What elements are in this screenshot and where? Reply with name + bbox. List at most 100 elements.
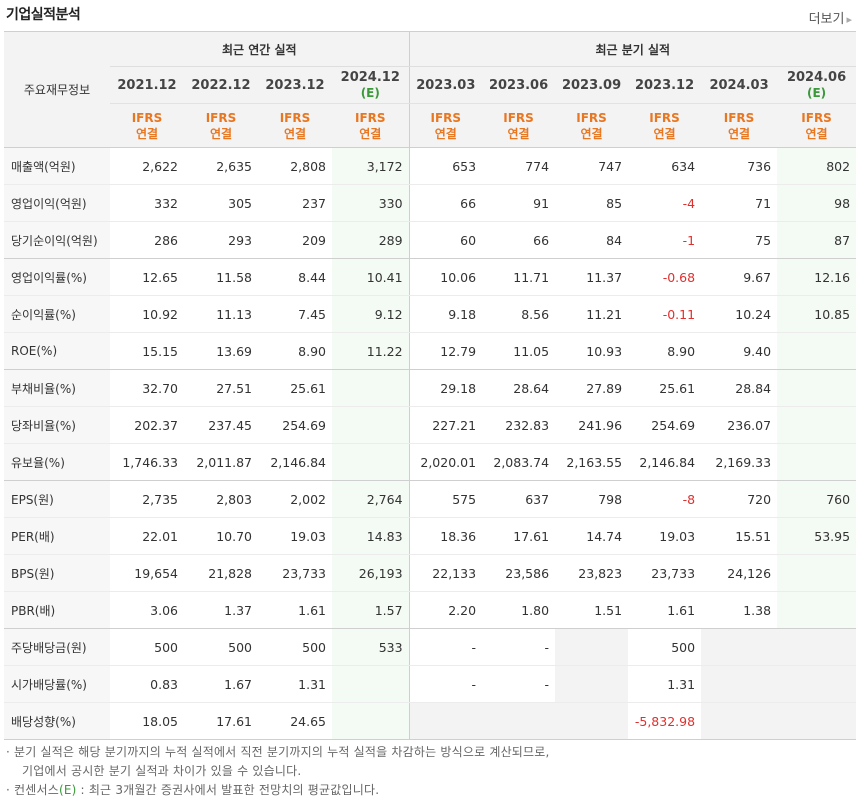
table-cell: 10.06: [409, 258, 483, 296]
table-cell: [332, 665, 410, 703]
ifrs-consolidated-label: IFRS 연결: [258, 103, 332, 148]
table-cell: 85: [555, 184, 629, 222]
table-cell: 66: [482, 221, 556, 259]
table-cell: 11.22: [332, 332, 410, 370]
ifrs-consolidated-label: IFRS 연결: [555, 103, 629, 148]
ifrs-text: IFRS: [205, 110, 237, 125]
table-cell: [777, 665, 857, 703]
table-row: BPS(원) 19,654 21,828 23,733 26,193 22,133 23,5…: [4, 554, 857, 592]
table-cell: -1: [628, 221, 702, 259]
table-cell: 8.90: [628, 332, 702, 370]
more-label[interactable]: 더보기: [808, 12, 845, 27]
table-cell: 32.70: [110, 369, 184, 407]
row-label: 영업이익률(%): [4, 258, 110, 296]
table-cell: -5,832.98: [628, 702, 702, 740]
table-cell: [701, 665, 778, 703]
more-link[interactable]: 더보기 ▸: [809, 8, 852, 27]
table-cell: 2,083.74: [482, 443, 556, 481]
period-label: 2023.12: [265, 77, 325, 93]
table-cell: 10.92: [110, 295, 184, 333]
table-cell: [332, 443, 410, 481]
table-cell: 15.51: [701, 517, 778, 555]
ifrs-consolidated-label: IFRS 연결: [701, 103, 778, 148]
period-header: 2023.12: [258, 66, 332, 104]
table-row: 유보율(%) 1,746.33 2,011.87 2,146.84 2,020.01 2,…: [4, 443, 857, 481]
table-row: 부채비율(%) 32.70 27.51 25.61 29.18 28.64 27.89 25.…: [4, 369, 857, 407]
table-cell: 202.37: [110, 406, 184, 444]
table-cell: 15.15: [110, 332, 184, 370]
estimate-mark: (E): [806, 85, 827, 100]
footnote-quarterly-cont: 기업에서 공시한 분기 실적과 차이가 있을 수 있습니다.: [6, 762, 856, 781]
table-cell: 798: [555, 480, 629, 518]
table-cell: 237.45: [184, 406, 258, 444]
period-label: 2024.03: [709, 77, 769, 93]
table-cell: 2,764: [332, 480, 410, 518]
table-cell: 2,635: [184, 147, 258, 185]
table-cell: [332, 369, 410, 407]
table-cell: -: [409, 628, 483, 666]
table-cell: 9.67: [701, 258, 778, 296]
footnote-line-2: 기업에서 공시한 분기 실적과 차이가 있을 수 있습니다.: [22, 764, 302, 778]
table-row: ROE(%) 15.15 13.69 8.90 11.22 12.79 11.05 10.93…: [4, 332, 857, 370]
ifrs-text: IFRS: [723, 110, 755, 125]
section-header: 기업실적분석 더보기 ▸: [0, 0, 858, 30]
table-cell: 289: [332, 221, 410, 259]
table-row: 영업이익률(%) 12.65 11.58 8.44 10.41 10.06 11.71 11.…: [4, 258, 857, 296]
ifrs-consolidated-label: IFRS 연결: [482, 103, 556, 148]
table-cell: 23,823: [555, 554, 629, 592]
table-cell: 14.83: [332, 517, 410, 555]
row-label: 부채비율(%): [4, 369, 110, 407]
footnotes: · 분기 실적은 해당 분기까지의 누적 실적에서 직전 분기까지의 누적 실적…: [6, 743, 856, 800]
row-label: 당좌비율(%): [4, 406, 110, 444]
table-cell: -4: [628, 184, 702, 222]
footnote-line-1: 분기 실적은 해당 분기까지의 누적 실적에서 직전 분기까지의 누적 실적을 …: [14, 745, 550, 759]
table-cell: 71: [701, 184, 778, 222]
row-label: 주당배당금(원): [4, 628, 110, 666]
footnote-consensus: · 컨센서스(E) : 최근 3개월간 증권사에서 발표한 전망치의 평균값입니…: [6, 783, 380, 797]
period-label: 2024.06: [786, 69, 847, 85]
ifrs-text: IFRS: [355, 110, 386, 125]
row-label: 당기순이익(억원): [4, 221, 110, 259]
table-cell: 9.40: [701, 332, 778, 370]
table-cell: 11.13: [184, 295, 258, 333]
table-cell: 84: [555, 221, 629, 259]
period-header: 2023.06: [482, 66, 556, 104]
table-cell: 12.65: [110, 258, 184, 296]
table-cell: 760: [777, 480, 857, 518]
table-cell: 286: [110, 221, 184, 259]
ifrs-text: IFRS: [430, 110, 462, 125]
table-cell: -: [482, 665, 556, 703]
table-row: 시가배당률(%) 0.83 1.67 1.31- -1.31: [4, 665, 857, 703]
table-row: 순이익률(%) 10.92 11.13 7.45 9.12 9.18 8.56 11.21 -0…: [4, 295, 857, 333]
period-label: 2023.12: [634, 77, 695, 93]
table-cell: 1.51: [555, 591, 629, 629]
table-cell: 18.05: [110, 702, 184, 740]
table-cell: 653: [409, 147, 483, 185]
consolidated-text: 연결: [135, 126, 159, 141]
consolidated-text: 연결: [209, 126, 233, 141]
row-label: 배당성향(%): [4, 702, 110, 740]
table-cell: [409, 702, 483, 740]
table-cell: 66: [409, 184, 483, 222]
table-cell: 87: [777, 221, 857, 259]
table-cell: 22.01: [110, 517, 184, 555]
table-cell: [777, 628, 857, 666]
period-label: 2021.12: [117, 77, 177, 93]
table-cell: 305: [184, 184, 258, 222]
table-cell: 10.24: [701, 295, 778, 333]
period-header: 2023.09: [555, 66, 629, 104]
table-cell: 12.16: [777, 258, 857, 296]
row-label: PER(배): [4, 517, 110, 555]
row-label: BPS(원): [4, 554, 110, 592]
period-header: 2023.03: [409, 66, 483, 104]
table-cell: 75: [701, 221, 778, 259]
table-cell: 293: [184, 221, 258, 259]
table-cell: [777, 369, 857, 407]
ifrs-text: IFRS: [649, 110, 680, 125]
consolidated-text: 연결: [507, 126, 530, 141]
period-label: 2022.12: [191, 77, 251, 93]
table-cell: 500: [258, 628, 332, 666]
table-cell: 14.74: [555, 517, 629, 555]
table-cell: 236.07: [701, 406, 778, 444]
table-row: 주당배당금(원) 500 500 500 533- -500: [4, 628, 857, 666]
